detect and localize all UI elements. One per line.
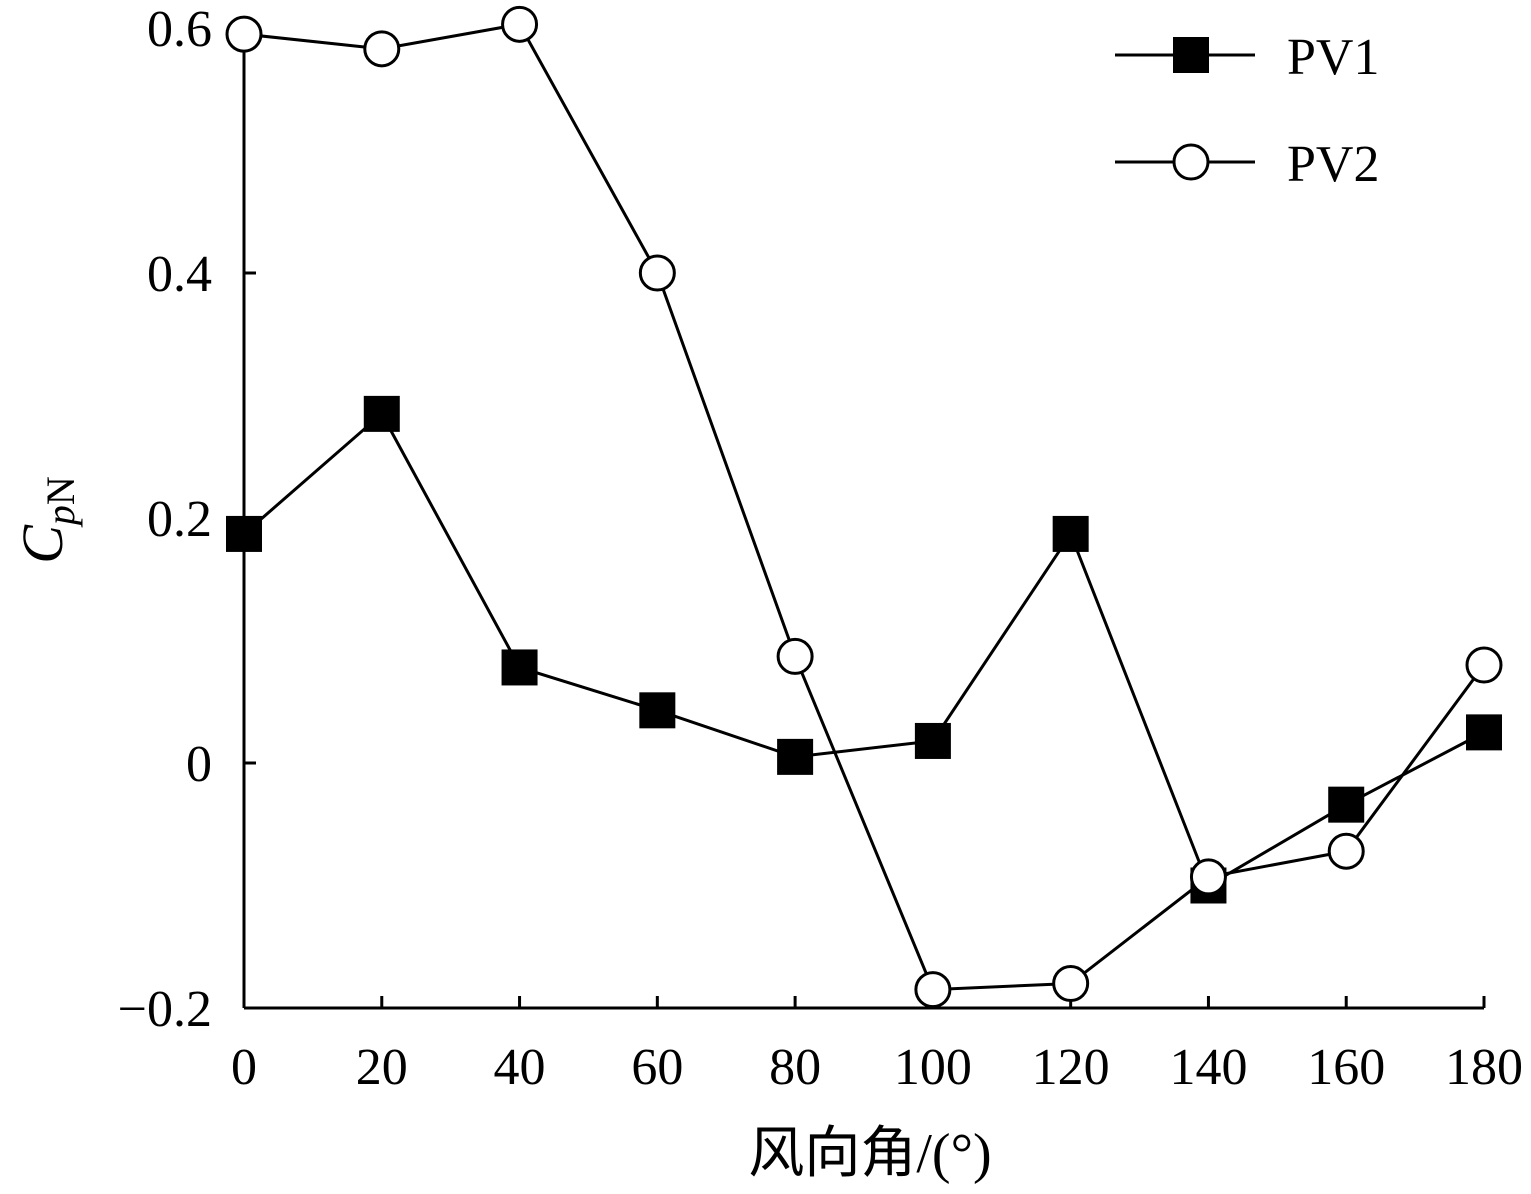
y-axis-title-sub2: N [38, 476, 83, 505]
x-tick-label: 80 [769, 1039, 821, 1096]
legend-label-pv1: PV1 [1287, 29, 1379, 86]
data-point-pv2 [1189, 858, 1227, 896]
x-tick-label: 140 [1169, 1039, 1247, 1096]
svg-text:CpN: CpN [10, 476, 83, 564]
y-axis-title-sub: p [38, 505, 83, 528]
data-point-pv1 [639, 692, 676, 729]
y-axis-title-main: C [10, 524, 75, 564]
data-point-pv2 [1465, 646, 1503, 684]
x-tick-label: 0 [231, 1039, 257, 1096]
y-tick-label: 0.2 [147, 491, 212, 548]
legend-item-pv2: PV2 [1115, 136, 1379, 193]
series-line-pv2 [243, 22, 1486, 992]
legend: PV1 PV2 [1115, 29, 1379, 193]
y-ticks: −0.2 0 0.2 0.4 0.6 [118, 1, 256, 1038]
data-point-pv2 [638, 254, 676, 292]
data-point-pv1 [501, 649, 538, 686]
data-point-pv2 [1052, 965, 1090, 1002]
legend-label-pv2: PV2 [1287, 136, 1379, 193]
y-tick-label: 0.6 [147, 1, 212, 58]
data-point-pv2 [914, 971, 952, 1009]
data-point-pv1 [1052, 515, 1089, 552]
y-axis-title: CpN [10, 476, 83, 564]
x-tick-label: 40 [494, 1039, 546, 1096]
legend-item-pv1: PV1 [1115, 29, 1379, 86]
data-point-pv1 [226, 515, 262, 552]
data-point-pv1 [777, 738, 814, 775]
data-point-pv2 [1327, 832, 1365, 870]
data-point-pv1 [1466, 714, 1502, 751]
x-tick-label: 100 [894, 1039, 972, 1096]
data-point-pv1 [363, 395, 400, 432]
x-ticks: 0 20 40 60 80 100 120 140 160 180 [231, 996, 1523, 1096]
data-point-pv1 [1328, 786, 1365, 823]
series-line-pv1 [243, 411, 1485, 888]
y-tick-label: 0.4 [147, 246, 212, 303]
data-point-pv2 [776, 637, 814, 675]
y-tick-label: 0 [186, 736, 212, 793]
x-tick-label: 20 [356, 1039, 408, 1096]
x-tick-label: 60 [631, 1039, 683, 1096]
x-tick-label: 180 [1445, 1039, 1523, 1096]
data-point-pv2 [363, 30, 401, 68]
y-tick-label: −0.2 [118, 981, 212, 1038]
x-tick-label: 120 [1032, 1039, 1110, 1096]
data-point-pv2 [225, 15, 263, 53]
x-axis-title: 风向角/(°) [748, 1123, 991, 1185]
legend-marker-pv2 [1172, 143, 1210, 181]
data-point-pv2 [501, 5, 539, 43]
data-point-pv1 [914, 722, 951, 759]
x-tick-label: 160 [1307, 1039, 1385, 1096]
series-layer [225, 5, 1503, 1009]
legend-marker-pv1 [1173, 37, 1209, 73]
